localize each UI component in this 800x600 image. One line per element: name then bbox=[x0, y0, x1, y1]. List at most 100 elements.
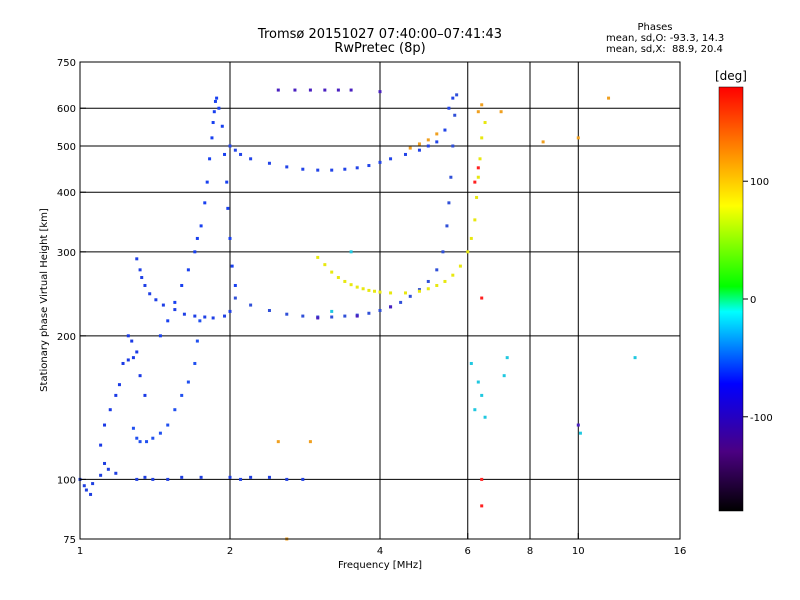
data-point bbox=[478, 157, 482, 161]
data-point bbox=[186, 380, 190, 384]
data-point bbox=[267, 161, 271, 165]
data-point bbox=[330, 270, 334, 274]
data-point bbox=[166, 319, 170, 323]
data-point bbox=[453, 113, 457, 117]
data-point bbox=[349, 88, 353, 92]
data-point bbox=[117, 383, 121, 387]
data-point bbox=[203, 201, 207, 205]
data-point bbox=[308, 88, 312, 92]
data-point bbox=[166, 423, 170, 427]
data-point bbox=[212, 110, 216, 114]
data-point bbox=[389, 157, 393, 161]
data-point bbox=[316, 316, 320, 320]
data-point bbox=[355, 285, 359, 289]
data-point bbox=[443, 279, 447, 283]
data-point bbox=[417, 289, 421, 293]
chart-title: Tromsø 20151027 07:40:00–07:41:43 bbox=[257, 27, 503, 42]
data-point bbox=[466, 250, 470, 254]
y-tick-label: 600 bbox=[57, 104, 76, 115]
x-axis-label: Frequency [MHz] bbox=[338, 560, 422, 571]
data-point bbox=[469, 361, 473, 365]
data-point bbox=[458, 264, 462, 268]
data-point bbox=[378, 308, 382, 312]
data-point bbox=[210, 136, 214, 140]
data-point bbox=[355, 166, 359, 170]
y-axis-ticks: 75 100 200 300 400 500 600 750 bbox=[57, 58, 86, 546]
data-point bbox=[151, 477, 155, 481]
data-point bbox=[367, 164, 371, 168]
data-point bbox=[108, 408, 112, 412]
data-point bbox=[285, 165, 289, 169]
y-tick-label: 750 bbox=[57, 58, 76, 69]
data-point bbox=[131, 356, 135, 360]
data-point bbox=[455, 93, 459, 97]
chart-subtitle: RwPretec (8p) bbox=[334, 41, 426, 56]
data-point bbox=[239, 477, 243, 481]
data-point bbox=[399, 300, 403, 304]
data-point bbox=[293, 88, 297, 92]
data-point bbox=[233, 296, 237, 300]
data-point bbox=[417, 148, 421, 152]
data-point bbox=[180, 283, 184, 287]
data-point bbox=[502, 374, 506, 378]
legend-line-o: mean, sd,O: -93.3, 14.3 bbox=[606, 33, 725, 44]
data-point bbox=[476, 166, 480, 170]
y-tick-label: 100 bbox=[57, 475, 76, 486]
data-point bbox=[447, 201, 451, 205]
data-point bbox=[195, 339, 199, 343]
data-point bbox=[505, 356, 509, 360]
data-point bbox=[138, 374, 142, 378]
data-point bbox=[114, 393, 118, 397]
data-point bbox=[158, 334, 162, 338]
data-point bbox=[228, 475, 232, 479]
data-point bbox=[138, 440, 142, 444]
data-point bbox=[443, 128, 447, 132]
data-point bbox=[426, 287, 430, 291]
data-point bbox=[343, 167, 347, 171]
data-point bbox=[193, 361, 197, 365]
data-point bbox=[151, 436, 155, 440]
data-point bbox=[143, 393, 147, 397]
data-point bbox=[91, 482, 95, 486]
data-point bbox=[121, 361, 125, 365]
data-point bbox=[308, 440, 312, 444]
data-point bbox=[143, 283, 147, 287]
y-tick-label: 500 bbox=[57, 142, 76, 153]
data-point bbox=[161, 303, 165, 307]
grid bbox=[80, 62, 680, 539]
data-point bbox=[373, 289, 377, 293]
data-point bbox=[367, 288, 371, 292]
data-point bbox=[223, 314, 227, 318]
data-point bbox=[426, 144, 430, 148]
data-point bbox=[301, 167, 305, 171]
data-point bbox=[103, 461, 107, 465]
data-point bbox=[426, 279, 430, 283]
data-point bbox=[435, 140, 439, 144]
x-tick-label: 8 bbox=[527, 546, 533, 557]
data-point bbox=[249, 303, 253, 307]
y-tick-label: 75 bbox=[63, 535, 76, 546]
data-point bbox=[378, 90, 382, 94]
colorbar-ticks: 100 0 -100 bbox=[743, 177, 773, 424]
data-point bbox=[186, 268, 190, 272]
data-point bbox=[403, 152, 407, 156]
data-point bbox=[447, 106, 451, 110]
data-point bbox=[103, 423, 107, 427]
data-point bbox=[126, 334, 130, 338]
data-point bbox=[449, 175, 453, 179]
data-point bbox=[114, 471, 118, 475]
data-point bbox=[166, 477, 170, 481]
data-point bbox=[473, 408, 477, 412]
data-point bbox=[138, 268, 142, 272]
data-point bbox=[323, 88, 327, 92]
data-point bbox=[435, 283, 439, 287]
data-point bbox=[276, 440, 280, 444]
data-point bbox=[435, 132, 439, 136]
data-point bbox=[135, 477, 139, 481]
data-point bbox=[483, 121, 487, 125]
data-point bbox=[135, 257, 139, 261]
data-point bbox=[378, 160, 382, 164]
data-point bbox=[180, 393, 184, 397]
data-point bbox=[267, 475, 271, 479]
